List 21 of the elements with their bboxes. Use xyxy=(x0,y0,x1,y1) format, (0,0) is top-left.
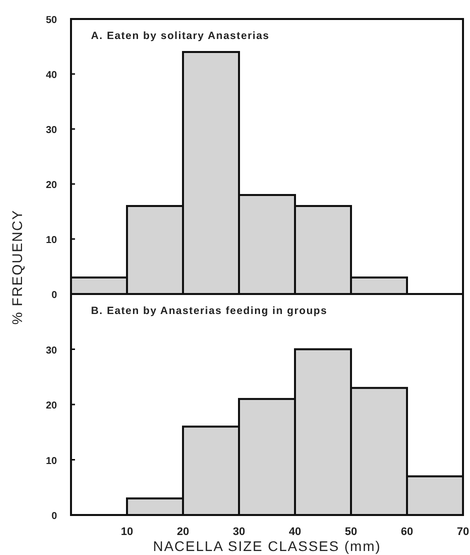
text: B. Eaten by Anasterias feeding in groups xyxy=(91,305,328,317)
x-tick-label: 30 xyxy=(232,526,246,538)
y-tick-label: 0 xyxy=(51,511,58,522)
y-tick-label: 0 xyxy=(51,290,58,301)
x-tick-label: 20 xyxy=(176,526,190,538)
y-tick-label: 20 xyxy=(46,400,58,412)
y-axis-title: % FREQUENCY xyxy=(9,209,25,325)
x-tick-label: 10 xyxy=(120,526,134,538)
x-tick-label: 50 xyxy=(344,526,358,538)
x-axis-title: NACELLA SIZE CLASSES (mm) xyxy=(152,538,382,554)
x-tick-label: 70 xyxy=(456,526,470,538)
y-tick-label: 30 xyxy=(46,125,58,136)
x-tick-label: 40 xyxy=(288,526,302,538)
y-tick-label: 10 xyxy=(46,456,58,467)
y-tick-label: 40 xyxy=(46,70,58,81)
y-tick-label: 30 xyxy=(46,345,58,356)
text: A. Eaten by solitary Anasterias xyxy=(91,30,270,42)
y-tick-label: 10 xyxy=(46,235,58,246)
x-tick-label: 60 xyxy=(400,526,414,538)
y-tick-label: 50 xyxy=(46,15,58,26)
y-tick-label: 20 xyxy=(46,180,58,191)
